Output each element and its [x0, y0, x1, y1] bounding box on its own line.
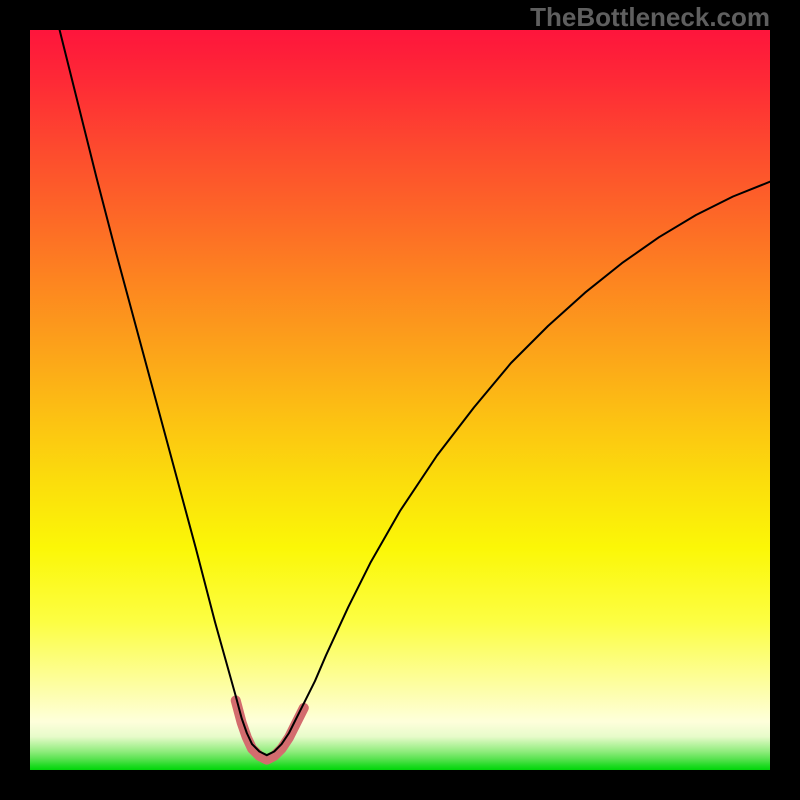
- plot-background: [30, 30, 770, 770]
- chart-frame: TheBottleneck.com: [0, 0, 800, 800]
- plot-area: [30, 30, 770, 770]
- watermark-text: TheBottleneck.com: [530, 2, 770, 33]
- chart-svg: [30, 30, 770, 770]
